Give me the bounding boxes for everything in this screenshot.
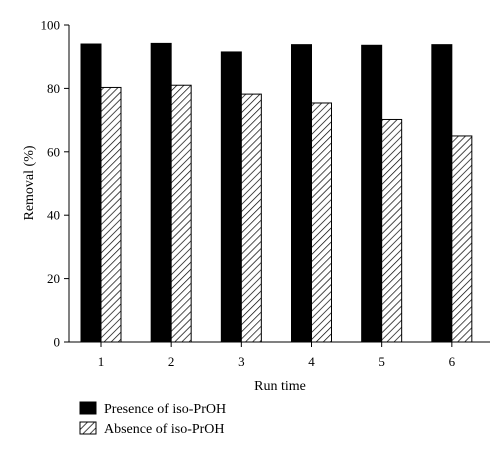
x-tick-label: 5 [378, 354, 385, 369]
legend-swatch [79, 401, 97, 415]
y-tick-label: 80 [47, 81, 60, 96]
bar-absence [311, 102, 332, 343]
y-axis-title: Removal (%) [22, 145, 37, 220]
bar-presence [80, 43, 102, 343]
x-tick-label: 1 [98, 354, 105, 369]
x-tick-label: 2 [168, 354, 175, 369]
x-tick-label: 4 [308, 354, 315, 369]
bar-presence [150, 42, 172, 343]
bar-presence [361, 44, 383, 343]
legend: Presence of iso-PrOH Absence of iso-PrOH [79, 401, 226, 437]
legend-label: Presence of iso-PrOH [104, 402, 226, 417]
x-axis-title: Run time [254, 379, 306, 394]
plot-area: 0 20 40 60 80 100 1 2 3 4 5 6 [41, 18, 490, 369]
y-tick-label: 0 [54, 335, 61, 350]
bar-presence [291, 44, 312, 343]
y-tick-label: 20 [47, 271, 60, 286]
y-tick-label: 60 [47, 144, 60, 159]
bar-absence [170, 84, 192, 343]
bar-presence [431, 44, 453, 343]
x-tick-label: 3 [238, 354, 245, 369]
y-tick-label: 40 [47, 208, 60, 223]
bar-absence [240, 93, 262, 343]
y-tick-label: 100 [41, 18, 61, 33]
bar-absence [381, 118, 403, 343]
bar-presence [220, 51, 242, 343]
legend-label: Absence of iso-PrOH [104, 422, 225, 437]
x-tick-label: 6 [449, 354, 456, 369]
bar-absence [451, 135, 473, 343]
legend-swatch [79, 421, 97, 435]
bar-absence [100, 86, 122, 343]
